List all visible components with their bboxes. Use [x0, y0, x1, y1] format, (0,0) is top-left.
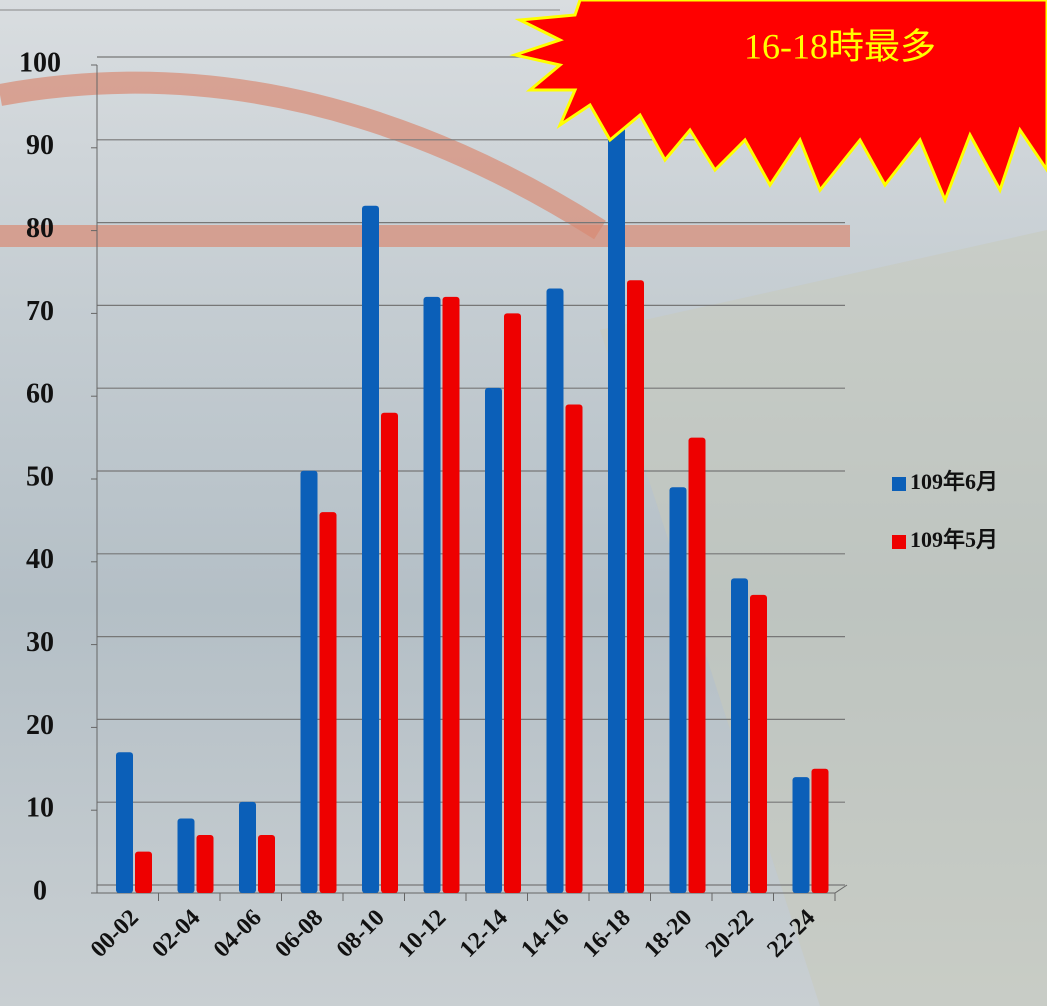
- bar: [504, 313, 521, 893]
- bar: [196, 835, 214, 893]
- legend-label: 109年6月: [910, 469, 998, 494]
- y-tick-label: 20: [26, 710, 54, 741]
- bar: [319, 512, 337, 893]
- bar: [300, 470, 318, 893]
- bar: [565, 404, 583, 893]
- bar: [627, 280, 644, 893]
- annotation: 16-18時最多: [744, 26, 936, 66]
- hillside: [600, 230, 1047, 1006]
- legend-swatch: [892, 535, 906, 549]
- y-tick-label: 0: [33, 875, 47, 906]
- y-tick-label: 90: [26, 130, 54, 161]
- legend-label: 109年5月: [910, 527, 998, 552]
- bar: [792, 777, 810, 893]
- legend-swatch: [892, 477, 906, 491]
- bar: [258, 835, 275, 893]
- y-tick-label: 40: [26, 544, 54, 575]
- y-tick-label: 10: [26, 793, 54, 824]
- bar: [381, 412, 398, 893]
- bar: [135, 851, 152, 893]
- bridge-deck: [0, 225, 850, 247]
- bridge-arch: [0, 71, 606, 240]
- bar: [731, 578, 748, 893]
- bar: [362, 205, 379, 893]
- bar: [442, 296, 460, 894]
- y-tick-label: 100: [19, 47, 61, 78]
- y-tick-label: 30: [26, 627, 54, 658]
- y-tick-label: 60: [26, 379, 54, 410]
- bar: [485, 387, 502, 893]
- bar: [669, 487, 687, 893]
- bar: [608, 98, 625, 894]
- bar: [750, 594, 767, 893]
- y-tick-label: 80: [26, 213, 54, 244]
- bar: [811, 768, 829, 893]
- bar: [546, 288, 564, 893]
- bar: [423, 296, 441, 894]
- bar: [177, 818, 195, 893]
- starburst: [509, 0, 1047, 205]
- bar: [688, 437, 706, 893]
- bar: [116, 752, 133, 893]
- y-tick-label: 50: [26, 461, 54, 492]
- y-tick-label: 70: [26, 296, 54, 327]
- bar: [239, 801, 256, 893]
